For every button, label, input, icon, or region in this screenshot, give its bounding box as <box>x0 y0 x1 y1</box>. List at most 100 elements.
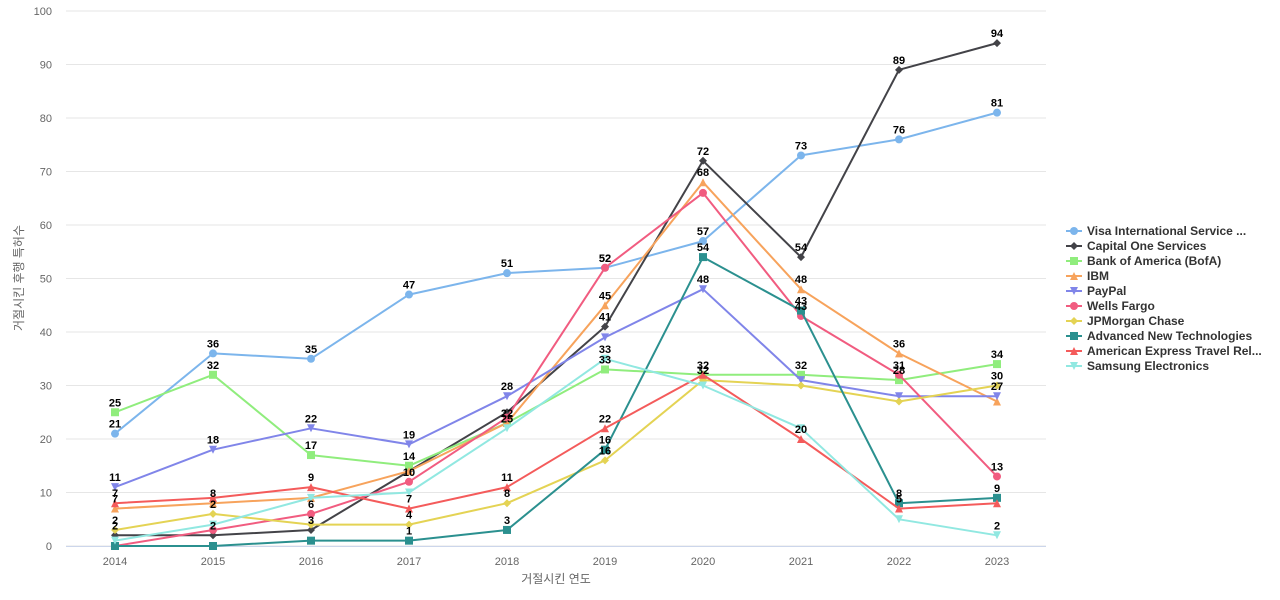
data-point[interactable] <box>699 285 707 294</box>
data-point[interactable] <box>699 253 707 262</box>
series-line[interactable] <box>115 42 998 537</box>
data-point[interactable] <box>895 397 903 406</box>
legend-item[interactable]: Bank of America (BofA) <box>1066 254 1221 268</box>
data-point[interactable] <box>209 349 217 358</box>
data-point[interactable] <box>209 525 217 534</box>
legend-marker[interactable] <box>1070 302 1078 310</box>
series-4[interactable] <box>111 285 1001 492</box>
data-point[interactable] <box>699 156 707 165</box>
data-point[interactable] <box>993 360 1001 369</box>
legend-label[interactable]: Samsung Electronics <box>1087 359 1209 373</box>
legend-marker[interactable] <box>1070 227 1078 235</box>
data-point[interactable] <box>405 488 413 497</box>
data-point[interactable] <box>797 424 805 433</box>
legend-label[interactable]: Bank of America (BofA) <box>1087 254 1221 268</box>
data-point[interactable] <box>993 381 1001 390</box>
data-point[interactable] <box>699 370 707 379</box>
data-point[interactable] <box>895 376 903 385</box>
data-point[interactable] <box>503 413 511 422</box>
data-point[interactable] <box>111 536 119 545</box>
data-point[interactable] <box>405 536 413 545</box>
data-point[interactable] <box>601 263 609 272</box>
data-point[interactable] <box>699 188 707 197</box>
series-0[interactable] <box>111 108 1001 438</box>
series-3[interactable] <box>111 178 1001 513</box>
data-point[interactable] <box>993 392 1001 401</box>
legend[interactable]: Visa International Service ...Capital On… <box>1066 224 1262 373</box>
data-point[interactable] <box>503 483 511 492</box>
data-point[interactable] <box>895 65 903 74</box>
data-point[interactable] <box>993 39 1001 48</box>
legend-marker[interactable] <box>1070 362 1078 370</box>
data-point[interactable] <box>503 269 511 278</box>
data-point[interactable] <box>111 483 119 492</box>
data-point[interactable] <box>307 483 315 492</box>
legend-label[interactable]: American Express Travel Rel... <box>1087 344 1262 358</box>
data-point[interactable] <box>307 354 315 363</box>
data-point[interactable] <box>111 542 119 550</box>
data-point[interactable] <box>601 445 609 454</box>
data-point[interactable] <box>405 520 413 529</box>
data-point[interactable] <box>405 440 413 449</box>
data-point[interactable] <box>307 525 315 534</box>
data-point[interactable] <box>895 392 903 401</box>
data-point[interactable] <box>503 499 511 508</box>
data-point[interactable] <box>209 542 217 550</box>
data-point[interactable] <box>307 520 315 529</box>
series-9[interactable] <box>111 354 1001 545</box>
data-point[interactable] <box>405 461 413 470</box>
data-point[interactable] <box>797 151 805 160</box>
data-point[interactable] <box>797 370 805 379</box>
data-point[interactable] <box>797 435 805 443</box>
data-point[interactable] <box>699 237 707 246</box>
series-line[interactable] <box>114 111 998 435</box>
data-point[interactable] <box>307 451 315 460</box>
data-point[interactable] <box>111 504 119 513</box>
legend-label[interactable]: IBM <box>1087 269 1109 283</box>
data-point[interactable] <box>209 445 217 454</box>
data-point[interactable] <box>405 504 413 513</box>
data-point[interactable] <box>111 408 119 417</box>
legend-label[interactable]: Advanced New Technologies <box>1087 329 1252 343</box>
legend-marker[interactable] <box>1070 332 1078 340</box>
data-point[interactable] <box>601 354 609 363</box>
legend-marker[interactable] <box>1070 272 1078 280</box>
legend-label[interactable]: Visa International Service ... <box>1087 224 1246 238</box>
data-point[interactable] <box>895 349 903 358</box>
legend-label[interactable]: Capital One Services <box>1087 239 1207 253</box>
series-6[interactable] <box>111 376 1001 534</box>
data-point[interactable] <box>307 424 315 433</box>
data-point[interactable] <box>405 477 413 486</box>
data-point[interactable] <box>797 306 805 315</box>
legend-item[interactable]: Capital One Services <box>1066 239 1207 253</box>
data-point[interactable] <box>405 467 413 476</box>
data-point[interactable] <box>307 536 315 545</box>
legend-item[interactable]: Visa International Service ... <box>1066 224 1246 238</box>
data-point[interactable] <box>895 515 903 524</box>
data-point[interactable] <box>993 397 1001 406</box>
data-point[interactable] <box>895 135 903 144</box>
data-point[interactable] <box>405 290 413 299</box>
series-line[interactable] <box>114 357 998 542</box>
data-point[interactable] <box>797 381 805 390</box>
data-point[interactable] <box>993 499 1001 508</box>
data-point[interactable] <box>111 499 119 508</box>
data-point[interactable] <box>601 301 609 310</box>
legend-item[interactable]: Advanced New Technologies <box>1066 329 1252 343</box>
data-point[interactable] <box>209 499 217 508</box>
series-line[interactable] <box>114 288 997 489</box>
data-point[interactable] <box>601 365 609 374</box>
data-point[interactable] <box>209 509 217 518</box>
data-point[interactable] <box>895 499 903 508</box>
data-point[interactable] <box>601 333 609 342</box>
series-2[interactable] <box>111 360 1001 470</box>
legend-label[interactable]: PayPal <box>1087 284 1126 298</box>
data-point[interactable] <box>209 493 217 502</box>
series-line[interactable] <box>114 379 998 531</box>
legend-marker[interactable] <box>1070 317 1078 325</box>
data-point[interactable] <box>699 381 707 390</box>
data-point[interactable] <box>209 520 217 529</box>
legend-item[interactable]: Wells Fargo <box>1066 299 1155 313</box>
data-point[interactable] <box>895 370 903 379</box>
series-line[interactable] <box>115 256 998 547</box>
